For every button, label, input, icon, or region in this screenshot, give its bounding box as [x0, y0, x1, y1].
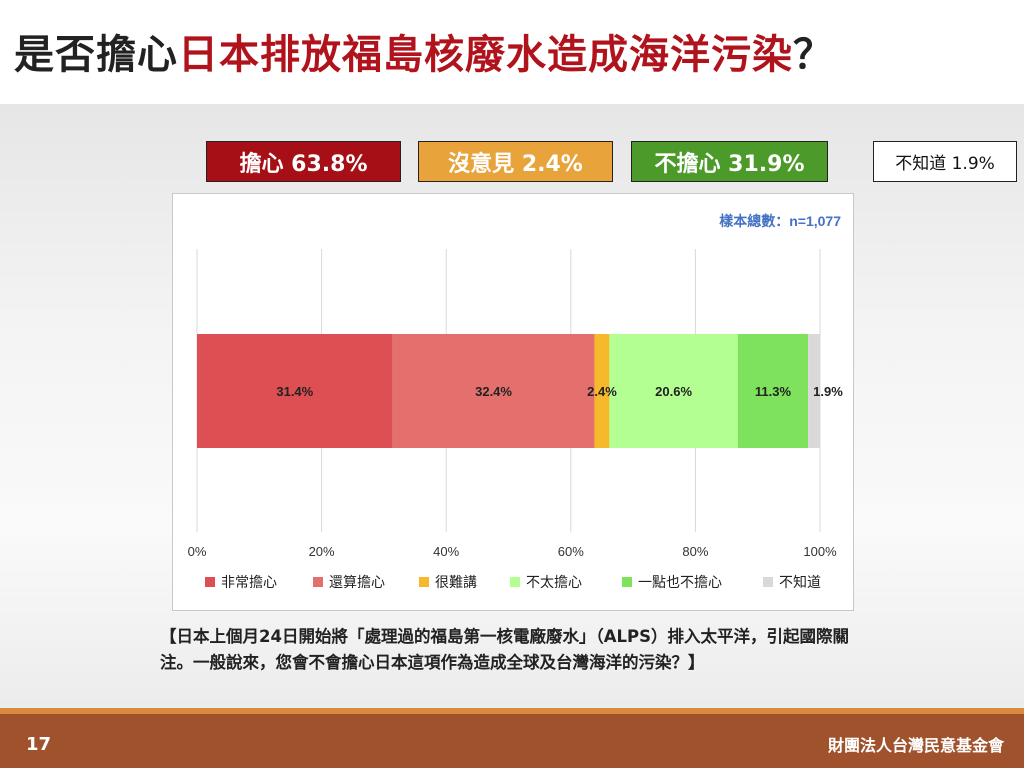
legend-swatch [205, 577, 215, 587]
data-label: 32.4% [475, 384, 512, 399]
x-tick-label: 40% [433, 544, 459, 559]
x-tick-label: 60% [558, 544, 584, 559]
bar-labels: 31.4% 32.4% 2.4% 20.6% 11.3% 1.9% [276, 384, 843, 399]
bar-segment [594, 334, 610, 448]
legend: 非常擔心 還算擔心 很難講 不太擔心 一點也不擔心 不知道 [205, 574, 821, 590]
data-label: 2.4% [587, 384, 617, 399]
summary-worry-badge: 擔心 63.8% [206, 141, 401, 182]
title-highlight: 日本排放福島核廢水造成海洋污染 [178, 32, 793, 78]
data-label: 1.9% [813, 384, 843, 399]
footer-accent-line [0, 708, 1024, 714]
summary-unknown-badge: 不知道 1.9% [873, 141, 1017, 182]
legend-swatch [763, 577, 773, 587]
bar-segment [609, 334, 738, 448]
x-tick-label: 80% [682, 544, 708, 559]
survey-question: 【日本上個月24日開始將「處理過的福島第一核電廠廢水」（ALPS）排入太平洋，引… [160, 627, 849, 672]
legend-swatch [419, 577, 429, 587]
summary-not-worry-badge: 不擔心 31.9% [631, 141, 828, 182]
x-tick-label: 20% [309, 544, 335, 559]
legend-swatch [510, 577, 520, 587]
bar-segment [197, 334, 393, 448]
footer-bar [0, 708, 1024, 768]
page-title: 是否擔心日本排放福島核廢水造成海洋污染？ [14, 22, 834, 80]
legend-swatch [313, 577, 323, 587]
data-label: 31.4% [276, 384, 313, 399]
sample-size-note: 樣本總數：n=1,077 [719, 213, 841, 229]
legend-label: 很難講 [435, 574, 477, 590]
legend-swatch [622, 577, 632, 587]
bar-segments [197, 334, 820, 448]
bar-segment [392, 334, 595, 448]
page-number: 17 [26, 734, 52, 755]
bar-segment [808, 334, 820, 448]
data-label: 20.6% [655, 384, 692, 399]
organization-name: 財團法人台灣民意基金會 [827, 736, 1004, 755]
bar-segment [737, 334, 809, 448]
x-tick-label: 100% [803, 544, 837, 559]
x-tick-label: 0% [188, 544, 207, 559]
title-bar: 是否擔心日本排放福島核廢水造成海洋污染？ [0, 0, 1024, 104]
chart-card: 31.4% 32.4% 2.4% 20.6% 11.3% 1.9% 0% 20% 40% 60%… [172, 193, 854, 611]
title-suffix: ？ [793, 32, 834, 78]
legend-label: 不知道 [779, 574, 821, 590]
summary-neutral-badge: 沒意見 2.4% [418, 141, 613, 182]
x-axis-ticks: 0% 20% 40% 60% 80% 100% [188, 544, 837, 559]
stacked-bar-chart: 31.4% 32.4% 2.4% 20.6% 11.3% 1.9% 0% 20% 40% 60%… [188, 213, 844, 590]
title-prefix: 是否擔心 [14, 32, 178, 78]
legend-label: 還算擔心 [329, 574, 385, 590]
data-label: 11.3% [755, 384, 792, 399]
legend-label: 非常擔心 [221, 574, 277, 590]
legend-label: 不太擔心 [526, 574, 582, 590]
legend-label: 一點也不擔心 [638, 574, 722, 590]
